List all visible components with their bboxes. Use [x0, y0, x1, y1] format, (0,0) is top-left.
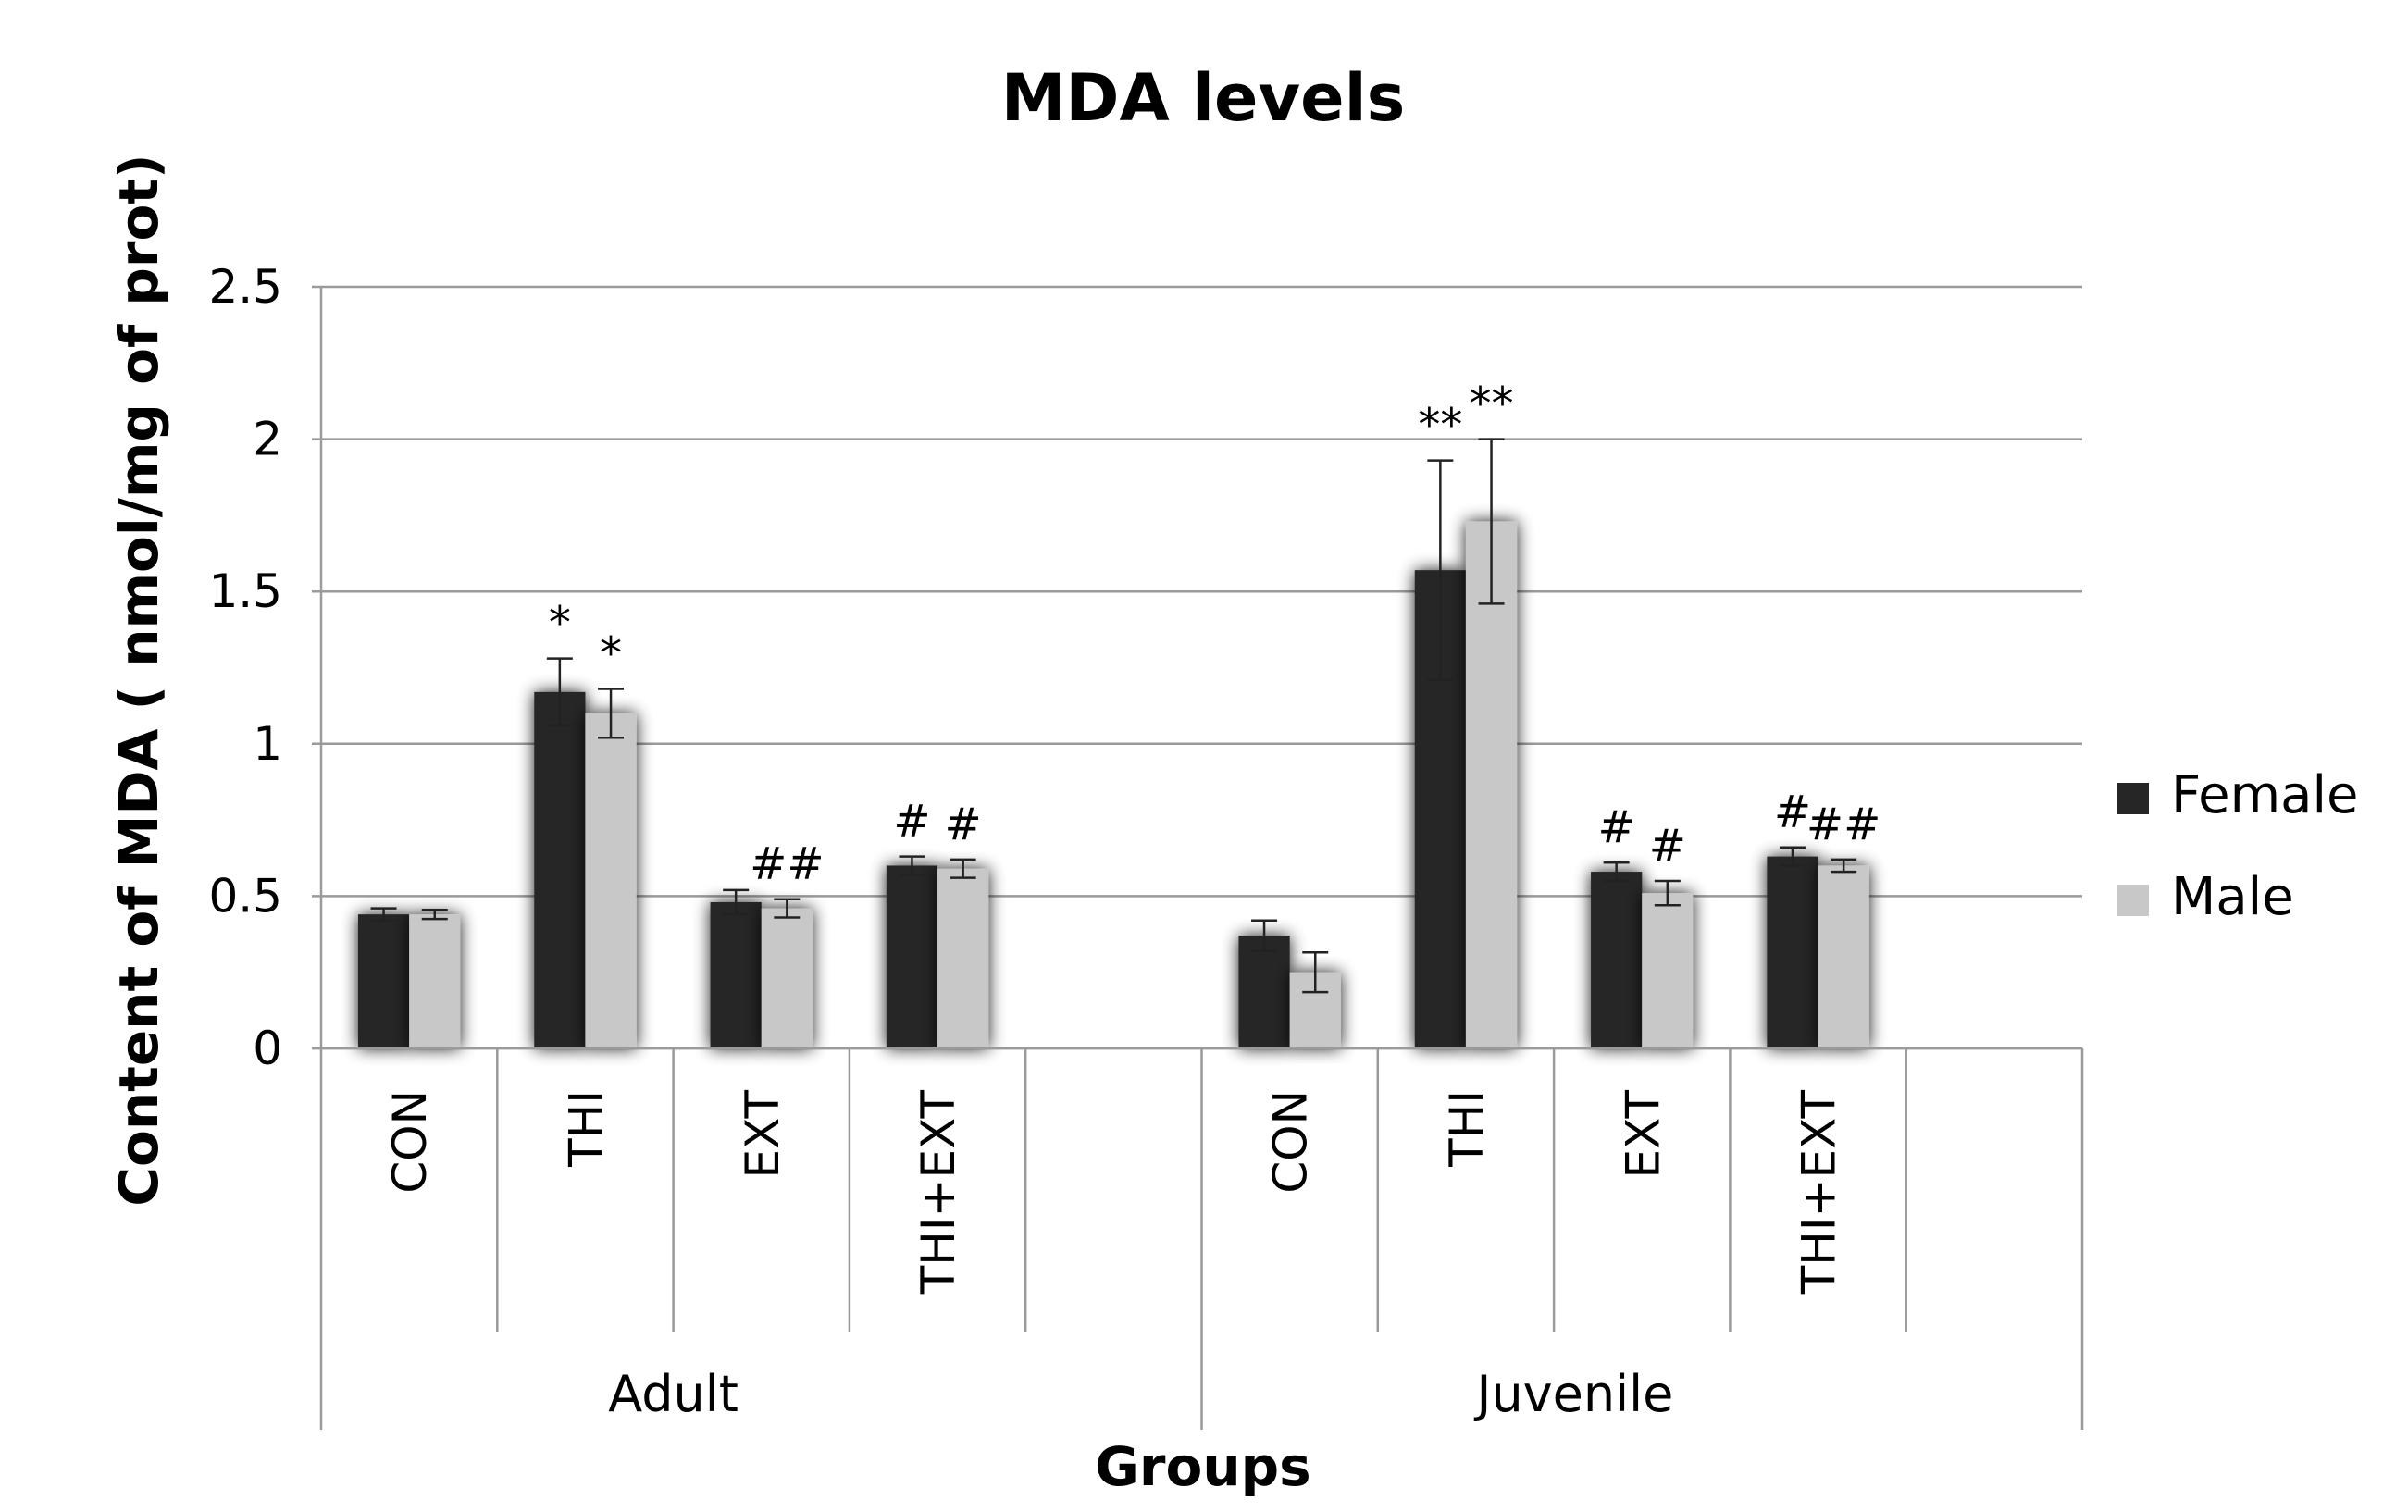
significance-mark: ##	[1806, 799, 1880, 850]
category-label: THI+EXT	[1793, 1090, 1846, 1295]
x-axis-title: Groups	[1095, 1435, 1310, 1498]
y-axis-title: Content of MDA ( nmol/mg of prot)	[107, 154, 170, 1206]
category-label: CON	[1264, 1090, 1318, 1194]
bar-male	[1465, 521, 1518, 1048]
bar-female	[710, 901, 762, 1048]
significance-mark: *	[600, 628, 622, 680]
significance-mark: ##	[750, 838, 824, 890]
significance-mark: #	[1774, 787, 1811, 838]
significance-mark: #	[945, 799, 982, 850]
group-label: Adult	[608, 1365, 739, 1423]
bar-female	[534, 691, 586, 1048]
legend-swatch	[2117, 885, 2149, 916]
chart-title: MDA levels	[1001, 60, 1406, 136]
legend-swatch	[2117, 783, 2149, 814]
category-label: EXT	[736, 1090, 789, 1179]
category-axis: Adult CON THI EXT THI+EXT Juvenile CON THI EXT TH…	[312, 287, 2084, 1430]
significance-mark: #	[1598, 801, 1635, 853]
error-bars	[370, 438, 1857, 994]
legend-label: Female	[2171, 765, 2358, 825]
category-label: THI	[559, 1090, 613, 1168]
bar-female	[1767, 856, 1818, 1048]
significance-mark: #	[893, 796, 930, 848]
bar-male	[937, 868, 989, 1048]
significance-mark: **	[1418, 400, 1462, 452]
y-tick-label: 1.5	[208, 564, 282, 618]
y-tick-label: 1	[253, 717, 282, 771]
y-tick-label: 0.5	[208, 869, 282, 923]
category-label: EXT	[1616, 1090, 1669, 1179]
significance-annotations: **### #** **# ####	[549, 378, 1881, 890]
bar-male	[761, 908, 813, 1048]
bar-male	[585, 713, 637, 1048]
gridlines: 0 0.5 1 1.5 2 2.5	[208, 260, 2082, 1075]
bar-female	[1238, 936, 1290, 1048]
bar-female	[357, 914, 410, 1048]
bar-male	[1642, 893, 1694, 1048]
significance-mark: *	[549, 598, 571, 650]
bars	[357, 521, 1869, 1048]
significance-mark: **	[1470, 378, 1514, 430]
legend-label: Male	[2171, 867, 2294, 927]
group-label: Juvenile	[1474, 1365, 1674, 1423]
bar-male	[1818, 865, 1869, 1048]
legend: Female Male	[2117, 765, 2358, 927]
bar-female	[1591, 872, 1643, 1048]
category-label: CON	[383, 1090, 437, 1194]
y-tick-label: 2.5	[208, 260, 282, 314]
y-tick-label: 2	[253, 413, 282, 466]
category-label: THI	[1440, 1090, 1494, 1168]
y-tick-label: 0	[253, 1022, 282, 1075]
category-label: THI+EXT	[912, 1090, 965, 1295]
bar-male	[409, 914, 461, 1048]
significance-mark: #	[1649, 820, 1686, 872]
bar-female	[886, 865, 938, 1048]
